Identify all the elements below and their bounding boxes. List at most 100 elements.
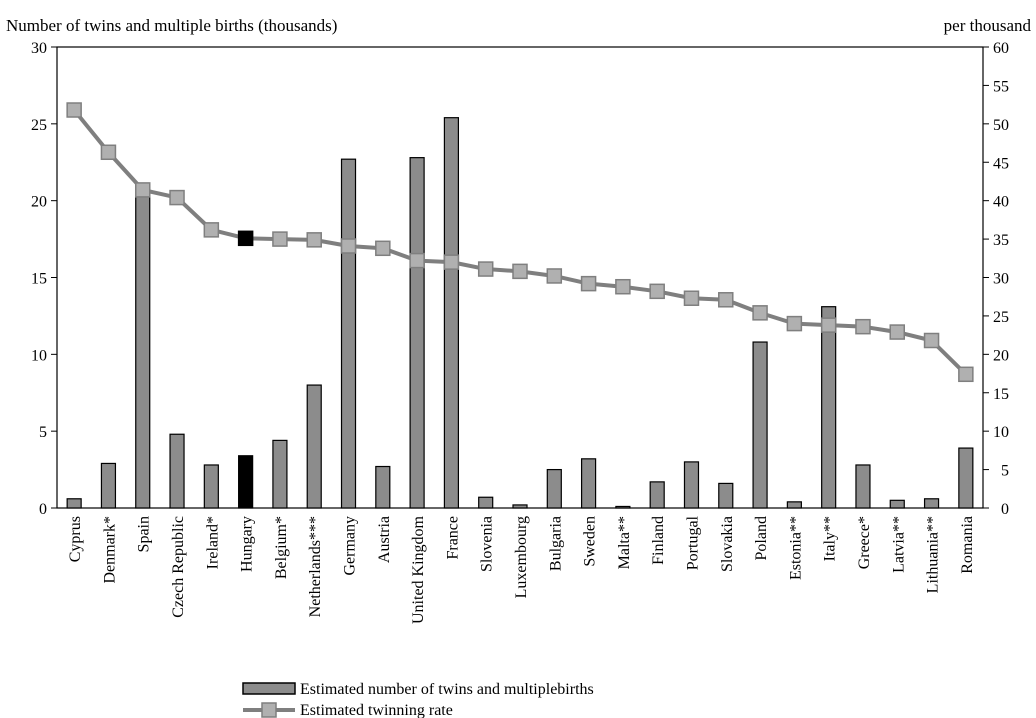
x-tick-label: Poland bbox=[753, 516, 770, 560]
bar bbox=[100, 462, 117, 509]
x-tick-label: Czech Republic bbox=[170, 516, 187, 618]
bar bbox=[615, 505, 631, 509]
line-point bbox=[237, 230, 254, 247]
x-tick-label: Slovakia bbox=[719, 516, 736, 572]
line-point bbox=[375, 240, 391, 257]
x-tick-label: Denmark* bbox=[101, 516, 118, 584]
line-point bbox=[443, 254, 460, 270]
legend-bar-label: Estimated number of twins and multiplebi… bbox=[300, 681, 594, 698]
bar bbox=[649, 481, 665, 509]
category-labels: Cyprus Denmark* Spain Czech Republic Ireland… bbox=[67, 515, 976, 624]
bar bbox=[272, 439, 288, 509]
x-tick-label: Romania bbox=[959, 516, 976, 574]
x-tick-label: Austria bbox=[376, 516, 393, 563]
y2-tick-label: 20 bbox=[993, 347, 1009, 364]
x-tick-label: Greece* bbox=[856, 516, 873, 569]
bar bbox=[580, 458, 597, 509]
x-tick-label: United Kingdom bbox=[410, 515, 427, 624]
y-axis-title: Number of twins and multiple births (tho… bbox=[6, 16, 337, 35]
bar bbox=[409, 157, 425, 509]
bar bbox=[923, 498, 940, 509]
bar bbox=[375, 465, 391, 509]
line-point bbox=[66, 102, 82, 118]
y2-tick-label: 30 bbox=[993, 271, 1009, 288]
line-point bbox=[649, 283, 665, 300]
x-tick-label: Sweden bbox=[582, 516, 599, 567]
line-point bbox=[100, 144, 117, 161]
bar bbox=[238, 455, 254, 509]
y-tick-label: 15 bbox=[31, 271, 47, 288]
bar bbox=[546, 468, 562, 509]
y-tick-label: 20 bbox=[31, 194, 47, 211]
y2-tick-label: 25 bbox=[993, 309, 1009, 326]
y2-tick-label: 5 bbox=[1001, 463, 1009, 480]
line-point bbox=[855, 318, 871, 335]
line-point bbox=[718, 292, 734, 308]
y2-tick-label: 10 bbox=[993, 424, 1009, 441]
line-series bbox=[66, 102, 974, 383]
bar-series bbox=[66, 117, 974, 509]
y2-axis-title: per thousand bbox=[944, 16, 1032, 35]
line-point bbox=[340, 238, 357, 254]
line-point bbox=[409, 252, 425, 269]
line-point bbox=[272, 231, 288, 247]
bar bbox=[683, 461, 700, 509]
line-point bbox=[786, 315, 803, 332]
line-point bbox=[306, 232, 322, 248]
bar bbox=[958, 447, 974, 509]
line-point bbox=[512, 263, 528, 280]
line-point bbox=[477, 261, 494, 277]
line-point bbox=[820, 317, 837, 333]
bar bbox=[478, 496, 494, 509]
y2-tick-label: 40 bbox=[993, 194, 1009, 211]
y2-tick-label: 55 bbox=[993, 78, 1009, 95]
x-tick-label: Ireland* bbox=[204, 516, 221, 569]
x-tick-label: Latvia** bbox=[890, 516, 907, 573]
x-tick-label: Hungary bbox=[239, 516, 256, 572]
bar bbox=[340, 158, 357, 509]
y2-tick-label: 0 bbox=[1001, 501, 1009, 518]
legend-line-label: Estimated twinning rate bbox=[300, 702, 453, 718]
x-tick-label: Cyprus bbox=[67, 516, 84, 562]
y-tick-label: 25 bbox=[31, 117, 47, 134]
x-tick-label: Germany bbox=[342, 516, 359, 576]
y2-tick-label: 35 bbox=[993, 232, 1009, 249]
line-point bbox=[889, 324, 906, 340]
line-point bbox=[683, 290, 700, 306]
x-tick-label: Spain bbox=[136, 516, 153, 552]
y-tick-label: 5 bbox=[39, 424, 47, 441]
bar bbox=[66, 498, 82, 509]
x-tick-label: Bulgaria bbox=[547, 516, 564, 571]
legend-bar-swatch bbox=[242, 682, 296, 695]
y-tick-label: 10 bbox=[31, 347, 47, 364]
x-tick-label: Luxembourg bbox=[513, 516, 530, 598]
x-tick-label: Lithuania** bbox=[925, 516, 942, 593]
x-tick-label: Belgium* bbox=[273, 516, 290, 579]
y2-tick-label: 45 bbox=[993, 155, 1009, 172]
y2-tick-label: 50 bbox=[993, 117, 1009, 134]
x-tick-label: Finland bbox=[650, 516, 667, 565]
x-tick-label: Italy** bbox=[822, 516, 839, 561]
line-point bbox=[615, 278, 631, 295]
bar bbox=[306, 384, 322, 509]
line-point bbox=[546, 268, 563, 284]
line-point bbox=[752, 305, 768, 321]
x-tick-label: Estonia** bbox=[787, 516, 804, 580]
legend: Estimated number of twins and multiplebi… bbox=[242, 681, 594, 718]
legend-marker-swatch bbox=[261, 702, 277, 718]
bar bbox=[786, 501, 802, 509]
bar bbox=[443, 117, 460, 509]
x-tick-label: Slovenia bbox=[479, 516, 496, 572]
y2-tick-label: 60 bbox=[993, 40, 1009, 57]
line-point bbox=[134, 182, 151, 198]
bar bbox=[855, 464, 871, 509]
x-tick-label: Malta** bbox=[616, 516, 633, 569]
bar bbox=[889, 499, 905, 509]
bar bbox=[821, 306, 837, 509]
line-point bbox=[958, 366, 974, 383]
bar bbox=[512, 504, 528, 509]
x-tick-label: Portugal bbox=[684, 515, 701, 570]
x-tick-label: Netherlands*** bbox=[307, 516, 324, 617]
line-point bbox=[580, 275, 597, 292]
